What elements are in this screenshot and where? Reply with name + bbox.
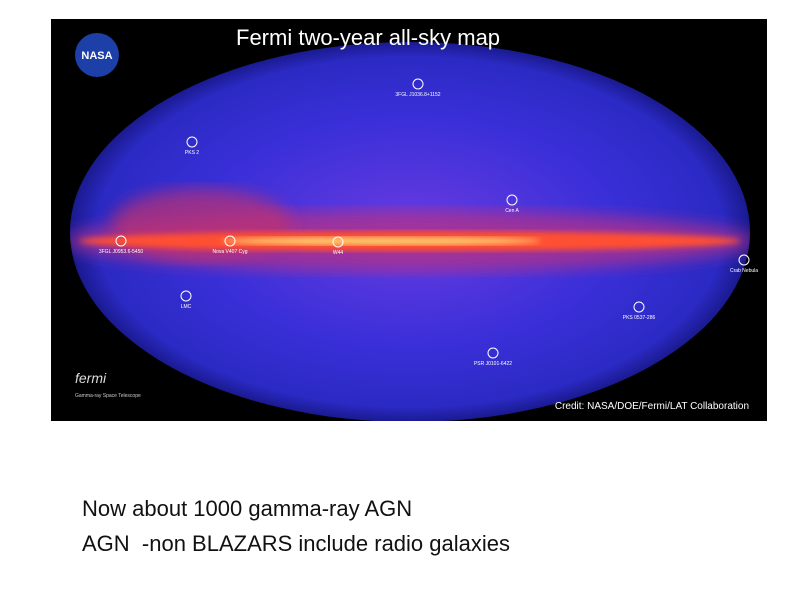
credit: Credit: NASA/DOE/Fermi/LAT Collaboration bbox=[555, 401, 749, 412]
source-label: LMC bbox=[181, 304, 192, 310]
source-marker bbox=[332, 236, 344, 248]
nasa-logo: NASA bbox=[81, 50, 112, 62]
body-line: Now about 1000 gamma-ray AGN bbox=[82, 496, 413, 521]
source-marker bbox=[180, 290, 192, 302]
source-label: 3FGL J0953.6-5450 bbox=[99, 249, 144, 255]
source-marker bbox=[506, 194, 518, 206]
map-title: Fermi two-year all-sky map bbox=[236, 25, 500, 50]
fermi-logo: fermi bbox=[75, 370, 107, 386]
source-label: 3FGL J1036.8+1152 bbox=[395, 92, 440, 98]
source-label: W44 bbox=[333, 250, 344, 256]
source-marker bbox=[186, 136, 198, 148]
source-label: Cen A bbox=[505, 208, 519, 214]
source-marker bbox=[738, 254, 750, 266]
sky-map-image: Fermi two-year all-sky map NASA fermi Ga… bbox=[51, 19, 767, 421]
source-marker bbox=[115, 235, 127, 247]
source-label: Crab Nebula bbox=[730, 268, 758, 274]
source-label: PSR J0101-6422 bbox=[474, 361, 512, 367]
source-marker bbox=[412, 78, 424, 90]
source-label: PKS 0537-286 bbox=[623, 315, 656, 321]
source-label: PKS 2 bbox=[185, 150, 199, 156]
source-marker bbox=[633, 301, 645, 313]
source-marker bbox=[224, 235, 236, 247]
body-line: AGN -non BLAZARS include radio galaxies bbox=[82, 531, 510, 556]
source-label: Nova V407 Cyg bbox=[212, 249, 247, 255]
source-marker bbox=[487, 347, 499, 359]
fermi-caption: Gamma-ray Space Telescope bbox=[75, 393, 141, 399]
